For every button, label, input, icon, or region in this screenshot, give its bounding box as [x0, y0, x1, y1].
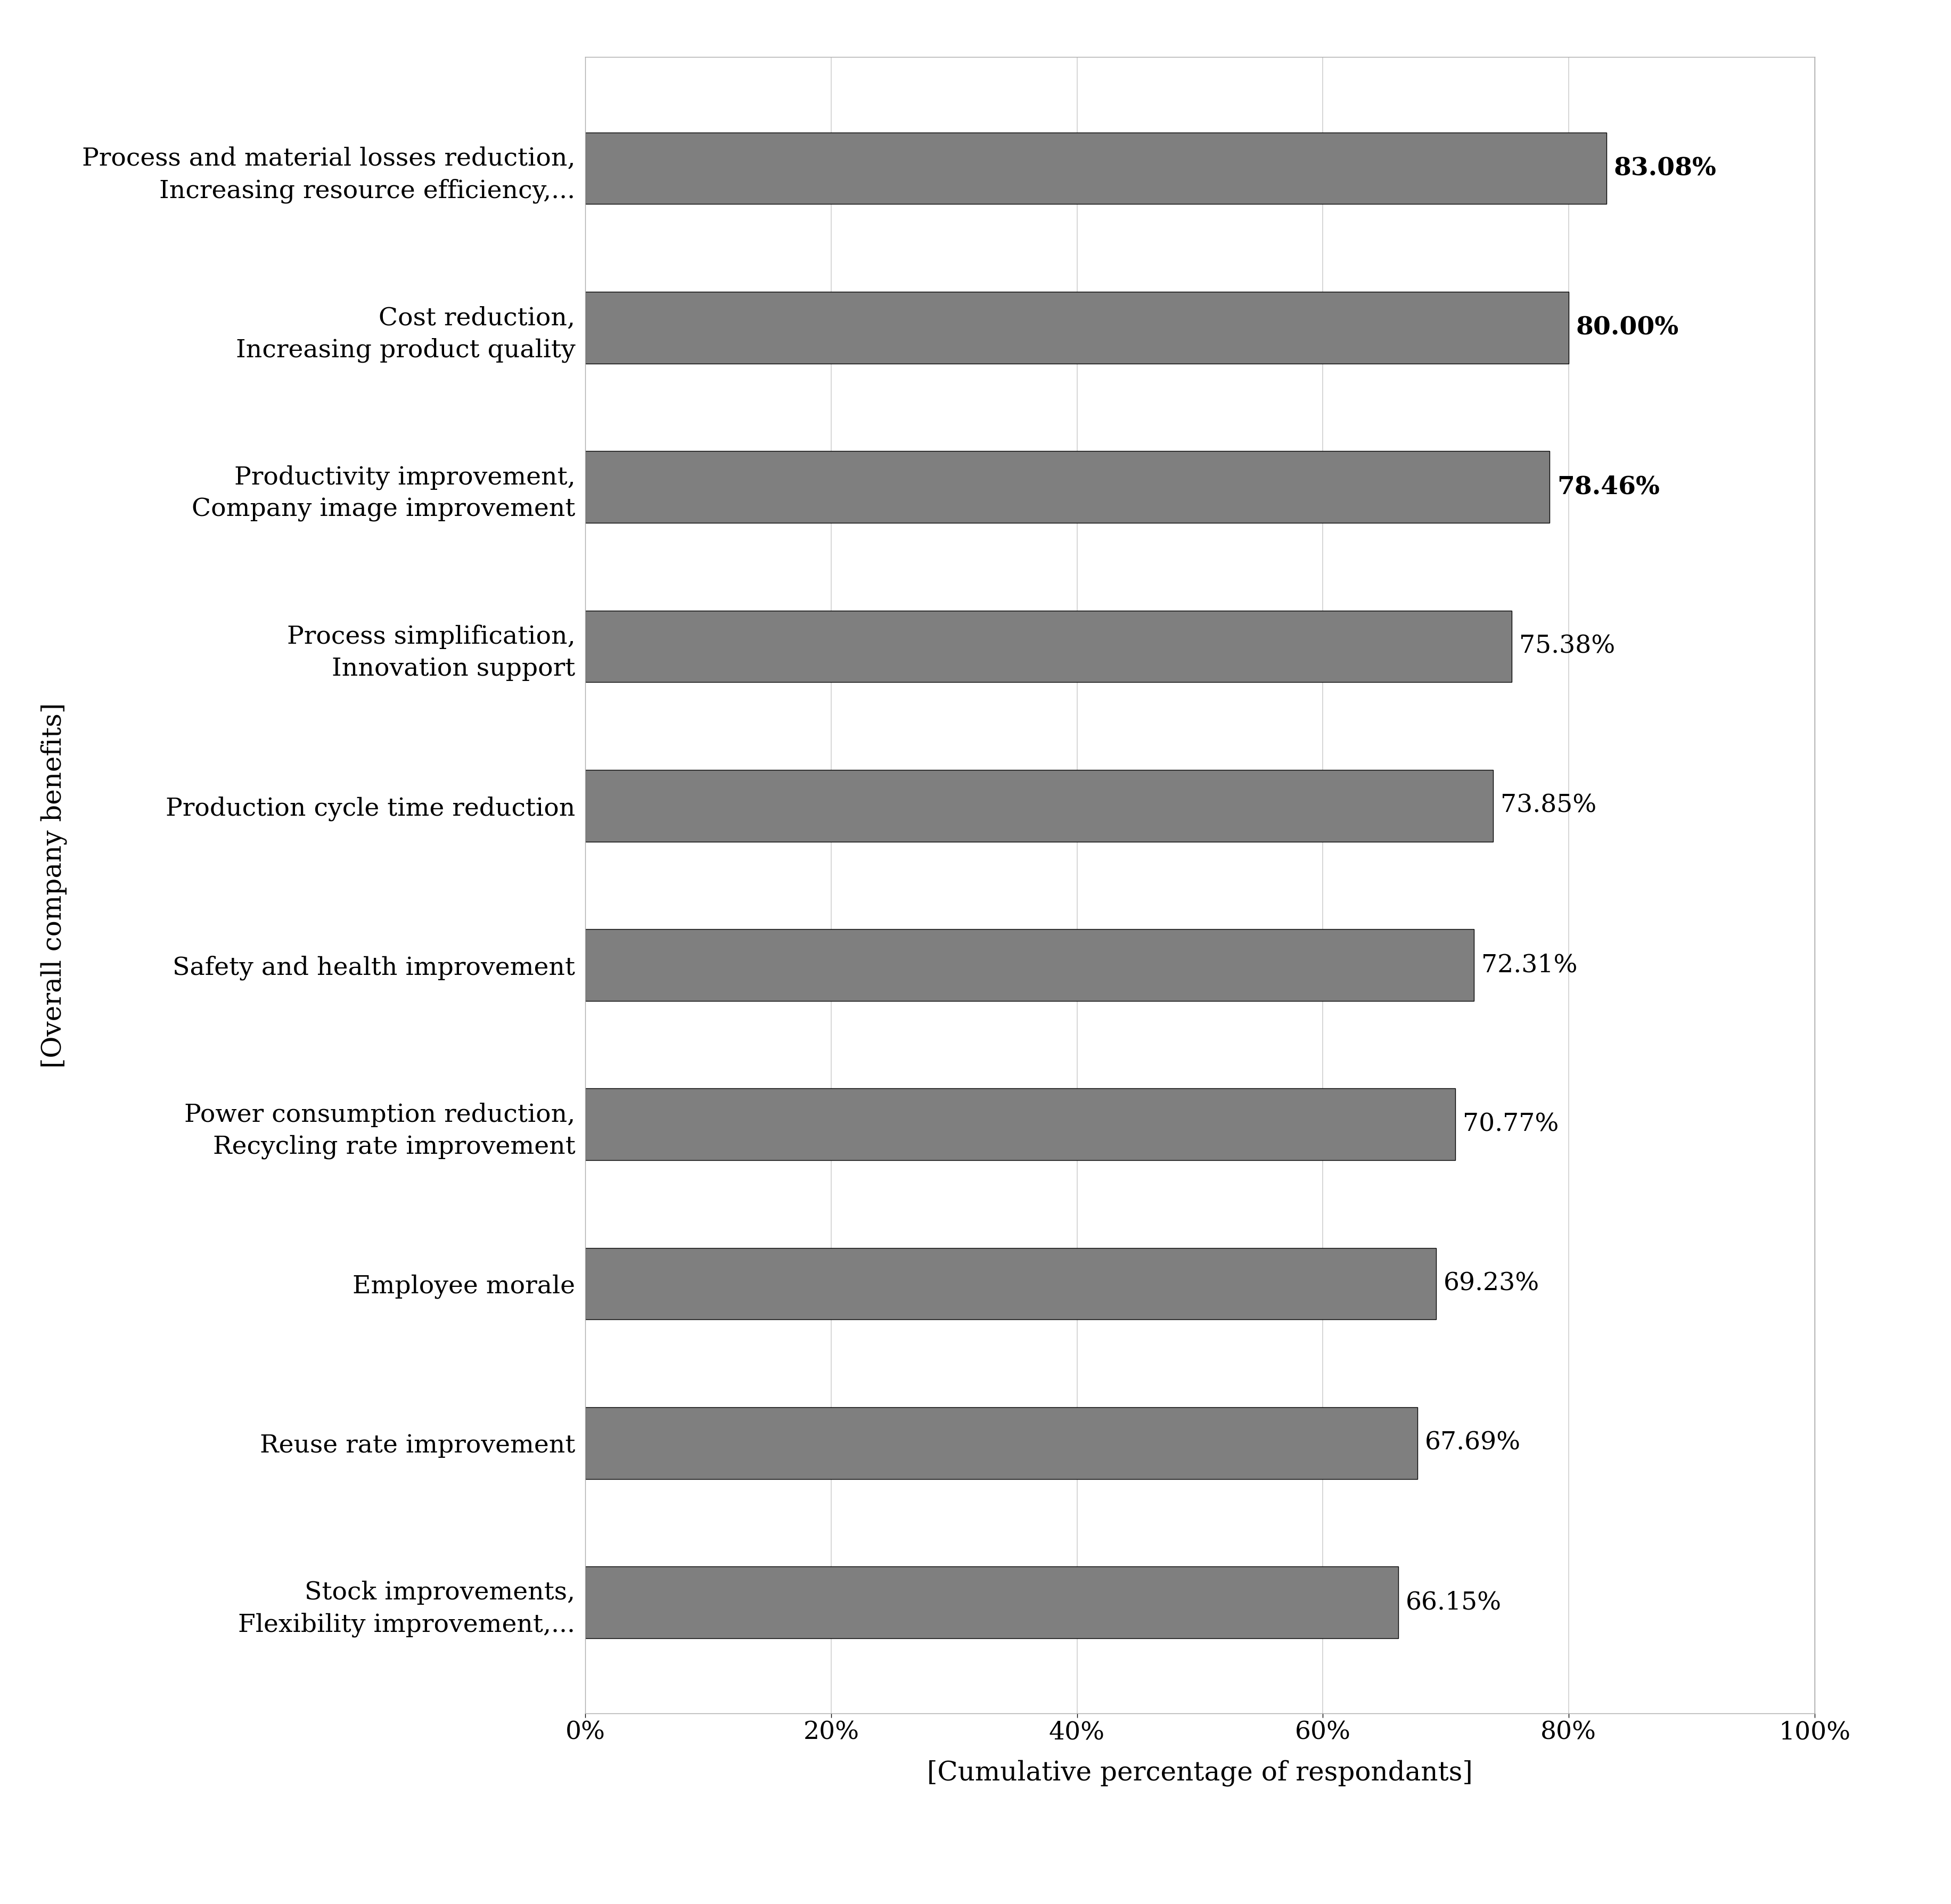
Text: 66.15%: 66.15% — [1407, 1590, 1502, 1615]
Bar — [585, 291, 1569, 364]
Text: 83.08%: 83.08% — [1613, 156, 1717, 181]
Bar — [585, 1567, 1399, 1637]
Bar — [585, 133, 1606, 204]
Text: 67.69%: 67.69% — [1424, 1432, 1520, 1455]
Text: 70.77%: 70.77% — [1463, 1112, 1559, 1137]
Y-axis label: [Overall company benefits]: [Overall company benefits] — [41, 703, 66, 1068]
Bar — [585, 929, 1475, 1002]
Bar — [585, 451, 1549, 524]
Text: 73.85%: 73.85% — [1500, 794, 1596, 817]
Text: 72.31%: 72.31% — [1481, 954, 1578, 977]
Text: 80.00%: 80.00% — [1576, 316, 1680, 341]
Bar — [585, 1407, 1416, 1479]
X-axis label: [Cumulative percentage of respondants]: [Cumulative percentage of respondants] — [927, 1759, 1473, 1786]
Text: 69.23%: 69.23% — [1444, 1272, 1539, 1297]
Text: 75.38%: 75.38% — [1520, 634, 1615, 659]
Bar — [585, 1089, 1455, 1160]
Text: 78.46%: 78.46% — [1557, 474, 1660, 499]
Bar — [585, 611, 1512, 682]
Bar — [585, 1247, 1436, 1319]
Bar — [585, 769, 1493, 842]
